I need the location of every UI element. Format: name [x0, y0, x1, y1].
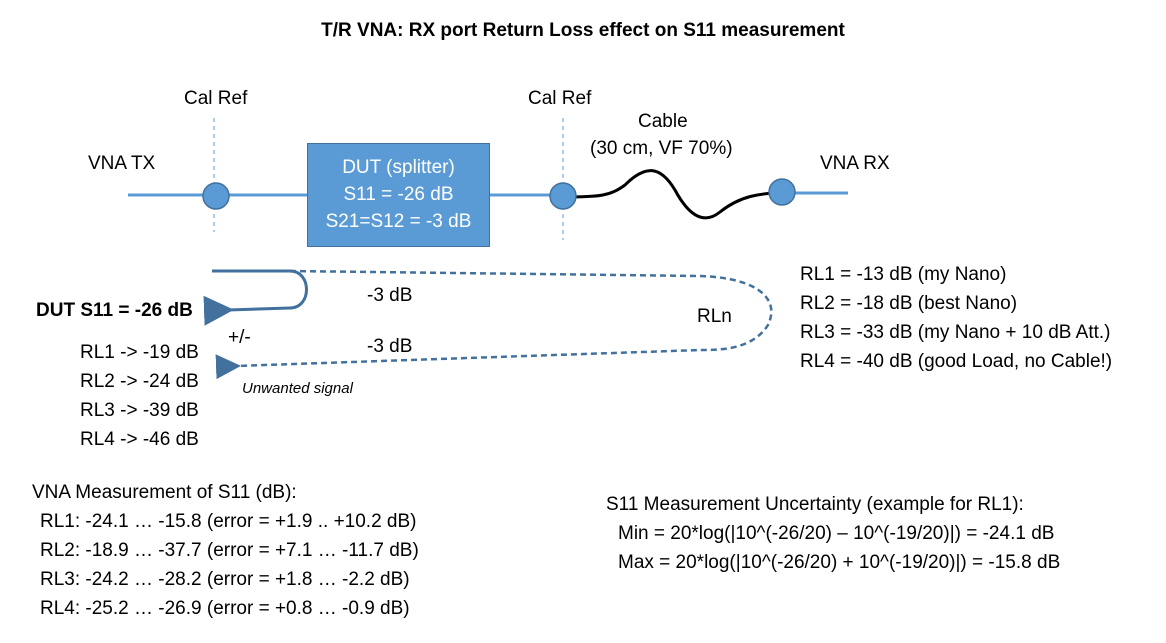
plus-minus-label: +/-	[228, 327, 251, 348]
measurement-row: RL3: -24.2 … -28.2 (error = +1.8 … -2.2 …	[40, 569, 410, 590]
tx-connector	[202, 182, 230, 210]
measurement-heading: VNA Measurement of S11 (dB):	[32, 482, 297, 503]
vna-tx-label: VNA TX	[88, 153, 156, 174]
dut-box: DUT (splitter) S11 = -26 dB S21=S12 = -3…	[307, 143, 490, 247]
rl-definition-item: RL1 = -13 dB (my Nano)	[800, 264, 1007, 285]
uncertainty-block: S11 Measurement Uncertainty (example for…	[606, 490, 1060, 577]
uncertainty-max: Max = 20*log(|10^(-26/20) + 10^(-19/20)|…	[618, 552, 1061, 573]
rl-definition-item: RL2 = -18 dB (best Nano)	[800, 293, 1018, 314]
unwanted-signal-path	[215, 269, 773, 380]
dut-s11-label: DUT S11 = -26 dB	[36, 300, 193, 321]
path-bottom-label: -3 dB	[367, 336, 413, 357]
measurement-row: RL1: -24.1 … -15.8 (error = +1.9 .. +10.…	[40, 511, 417, 532]
unwanted-signal-label: Unwanted signal	[242, 380, 353, 397]
rx-connector	[768, 178, 796, 206]
rl-result-item: RL3 -> -39 dB	[80, 400, 199, 421]
rl-result-item: RL1 -> -19 dB	[80, 342, 199, 363]
page-title: T/R VNA: RX port Return Loss effect on S…	[321, 20, 845, 41]
rl-result-item: RL2 -> -24 dB	[80, 371, 199, 392]
cable-line	[562, 169, 783, 220]
cal-ref-left-label: Cal Ref	[184, 88, 248, 109]
cal-ref-right-label: Cal Ref	[528, 88, 592, 109]
cable-spec: (30 cm, VF 70%)	[590, 138, 733, 159]
cable-label: Cable	[638, 111, 688, 132]
vna-rx-label: VNA RX	[820, 153, 890, 174]
uncertainty-heading: S11 Measurement Uncertainty (example for…	[606, 494, 1024, 515]
dut-s21: S21=S12 = -3 dB	[325, 211, 472, 232]
measurement-row: RL4: -25.2 … -26.9 (error = +0.8 … -0.9 …	[40, 598, 410, 619]
measurement-block: VNA Measurement of S11 (dB): RL1: -24.1 …	[32, 478, 419, 623]
rl-definition-item: RL3 = -33 dB (my Nano + 10 dB Att.)	[800, 322, 1111, 343]
dut-s11: S11 = -26 dB	[343, 184, 454, 205]
dut-reflection-arrow	[203, 269, 308, 326]
uncertainty-min: Min = 20*log(|10^(-26/20) – 10^(-19/20)|…	[618, 523, 1055, 544]
rl-definition-item: RL4 = -40 dB (good Load, no Cable!)	[800, 351, 1113, 372]
measurement-row: RL2: -18.9 … -37.7 (error = +7.1 … -11.7…	[40, 540, 419, 561]
dut-out-connector	[549, 182, 577, 210]
rl-definitions-list: RL1 = -13 dB (my Nano) RL2 = -18 dB (bes…	[800, 260, 1112, 376]
rl-result-item: RL4 -> -46 dB	[80, 429, 199, 450]
path-top-label: -3 dB	[367, 285, 413, 306]
dut-name: DUT (splitter)	[342, 157, 455, 178]
rln-label: RLn	[697, 306, 732, 327]
rl-results-list: RL1 -> -19 dB RL2 -> -24 dB RL3 -> -39 d…	[80, 338, 199, 454]
